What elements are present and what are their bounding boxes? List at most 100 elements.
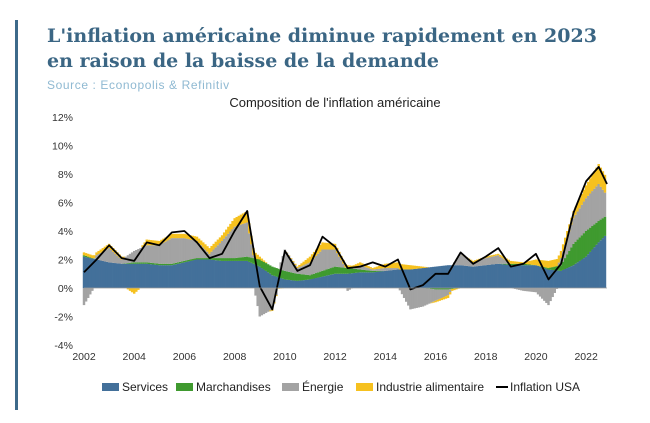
bar-segment <box>304 274 308 280</box>
bar-segment <box>549 288 552 302</box>
bar-segment <box>120 263 123 288</box>
bar-segment <box>176 262 180 264</box>
bar-segment <box>212 249 215 259</box>
bar-segment <box>109 262 113 288</box>
bar-segment <box>105 249 109 262</box>
bar-segment <box>566 268 569 288</box>
bar-segment <box>323 270 326 277</box>
bar-segment <box>478 265 481 288</box>
bar-segment <box>553 266 556 271</box>
bar-segment <box>103 250 107 262</box>
bar-segment <box>390 268 393 271</box>
bar-segment <box>327 275 331 288</box>
bar-segment <box>501 258 504 264</box>
bar-segment <box>515 261 519 264</box>
bar-segment <box>250 244 253 258</box>
legend-item: Marchandises <box>176 380 271 394</box>
bar-segment <box>547 260 550 269</box>
bar-segment <box>536 259 540 266</box>
bar-segment <box>522 265 525 288</box>
bar-segment <box>494 254 498 256</box>
bar-segment <box>156 240 159 246</box>
bar-segment <box>222 232 226 239</box>
bar-segment <box>245 256 249 261</box>
bar-segment <box>114 263 117 288</box>
bar-segment <box>312 278 316 288</box>
bar-segment <box>392 269 395 288</box>
y-tick-label: 12% <box>52 112 73 124</box>
bar-segment <box>482 265 485 288</box>
bar-segment <box>534 259 538 266</box>
bar-segment <box>356 269 360 273</box>
bar-segment <box>478 260 481 266</box>
bar-segment <box>281 278 284 288</box>
bar-segment <box>348 273 351 288</box>
bar-segment <box>122 263 125 288</box>
bar-segment <box>440 265 444 288</box>
bar-segment <box>298 264 301 268</box>
bar-segment <box>248 233 251 258</box>
bar-segment <box>153 240 157 246</box>
bar-segment <box>229 260 232 288</box>
bar-segment <box>354 264 358 268</box>
bar-segment <box>553 270 556 288</box>
bar-segment <box>195 240 199 259</box>
bar-segment <box>183 260 186 263</box>
bar-segment <box>593 224 596 248</box>
bar-segment <box>206 258 209 260</box>
bar-segment <box>197 258 201 260</box>
bar-segment <box>377 268 381 271</box>
source-note: Source : Econopolis & Refinitiv <box>47 78 230 92</box>
bar-segment <box>325 242 328 250</box>
bar-segment <box>574 241 577 264</box>
bar-segment <box>402 269 406 288</box>
bar-segment <box>599 240 603 288</box>
bar-segment <box>400 288 404 295</box>
bar-segment <box>335 253 339 267</box>
bar-segment <box>179 233 182 239</box>
bar-segment <box>283 249 287 271</box>
bar-segment <box>396 269 400 288</box>
bar-segment <box>572 218 575 244</box>
bar-segment <box>526 288 529 292</box>
bar-segment <box>256 288 259 307</box>
bar-segment <box>505 260 508 264</box>
bar-segment <box>149 245 153 263</box>
bar-segment <box>444 296 448 299</box>
bar-segment <box>559 270 563 288</box>
bar-segment <box>160 265 163 288</box>
bar-segment <box>486 264 490 288</box>
bar-segment <box>587 254 590 288</box>
bar-segment <box>183 262 186 288</box>
legend-label: Services <box>122 380 168 394</box>
bar-segment <box>593 188 596 225</box>
bar-segment <box>584 256 588 288</box>
bar-segment <box>402 264 406 270</box>
bar-segment <box>231 258 234 261</box>
bar-segment <box>549 269 552 288</box>
legend-label: Marchandises <box>196 380 271 394</box>
bar-segment <box>589 227 592 252</box>
bar-segment <box>409 288 412 310</box>
bar-segment <box>603 235 607 288</box>
bar-segment <box>206 259 209 288</box>
bar-segment <box>254 252 257 259</box>
bar-segment <box>137 263 140 288</box>
bar-segment <box>208 259 211 288</box>
bar-segment <box>292 280 295 288</box>
bar-segment <box>363 272 366 288</box>
bar-segment <box>158 263 161 266</box>
bar-segment <box>93 255 96 259</box>
bar-segment <box>369 268 372 271</box>
bar-segment <box>432 301 435 303</box>
bar-segment <box>229 258 232 261</box>
bar-segment <box>153 245 157 264</box>
bar-segment <box>346 273 349 288</box>
bar-segment <box>162 265 165 288</box>
bar-segment <box>181 261 184 263</box>
x-tick-label: 2004 <box>123 351 147 363</box>
bar-segment <box>323 242 326 250</box>
bar-segment <box>294 263 297 265</box>
bar-segment <box>564 258 567 269</box>
bar-segment <box>156 263 159 265</box>
